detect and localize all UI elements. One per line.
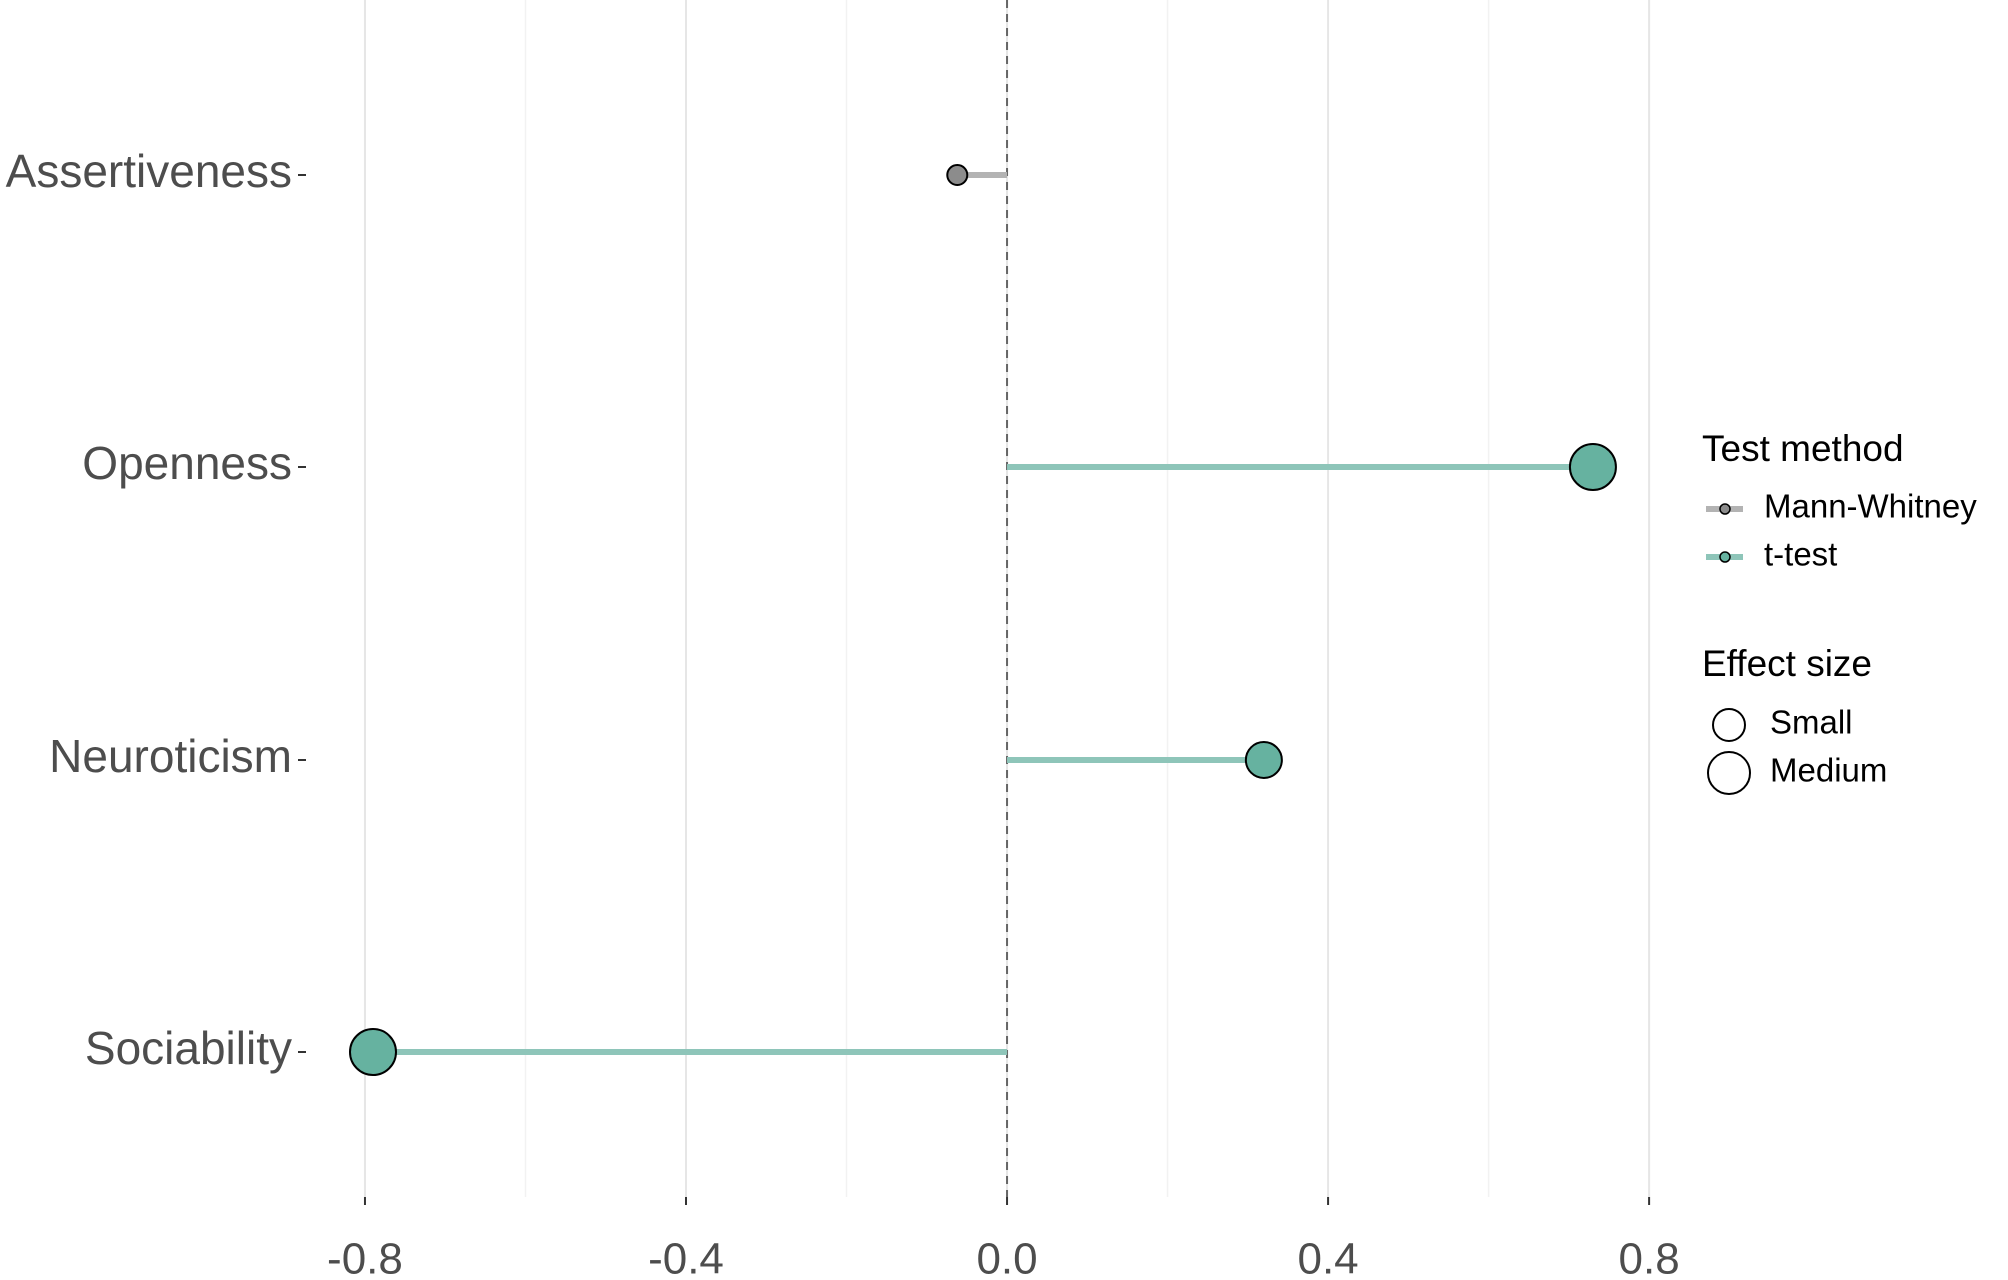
legend-label: Small bbox=[1770, 704, 1853, 741]
legend-size-key bbox=[1712, 708, 1746, 742]
legend-label: Medium bbox=[1770, 752, 1887, 789]
legend-label: t-test bbox=[1764, 536, 1837, 573]
point bbox=[1568, 443, 1617, 491]
x-tick-label: -0.8 bbox=[327, 1235, 403, 1280]
point bbox=[1244, 741, 1283, 779]
x-tick-label: 0.0 bbox=[976, 1235, 1037, 1280]
legend-title: Effect size bbox=[1702, 643, 1872, 684]
point bbox=[348, 1028, 397, 1076]
y-tick-label: Sociability bbox=[85, 1022, 292, 1074]
legend-size-key bbox=[1707, 751, 1751, 795]
legend-label: Mann-Whitney bbox=[1764, 488, 1977, 525]
y-tick-label: Openness bbox=[82, 437, 292, 489]
legend-key-point bbox=[1719, 551, 1731, 563]
x-tick-label: -0.4 bbox=[648, 1235, 724, 1280]
legend-title: Test method bbox=[1702, 428, 1904, 469]
y-tick-label: Neuroticism bbox=[49, 730, 292, 782]
point bbox=[946, 164, 969, 186]
y-tick-label: Assertiveness bbox=[6, 145, 292, 197]
x-tick-label: 0.8 bbox=[1619, 1235, 1680, 1280]
x-tick-label: 0.4 bbox=[1297, 1235, 1358, 1280]
legend-key-point bbox=[1719, 503, 1731, 515]
